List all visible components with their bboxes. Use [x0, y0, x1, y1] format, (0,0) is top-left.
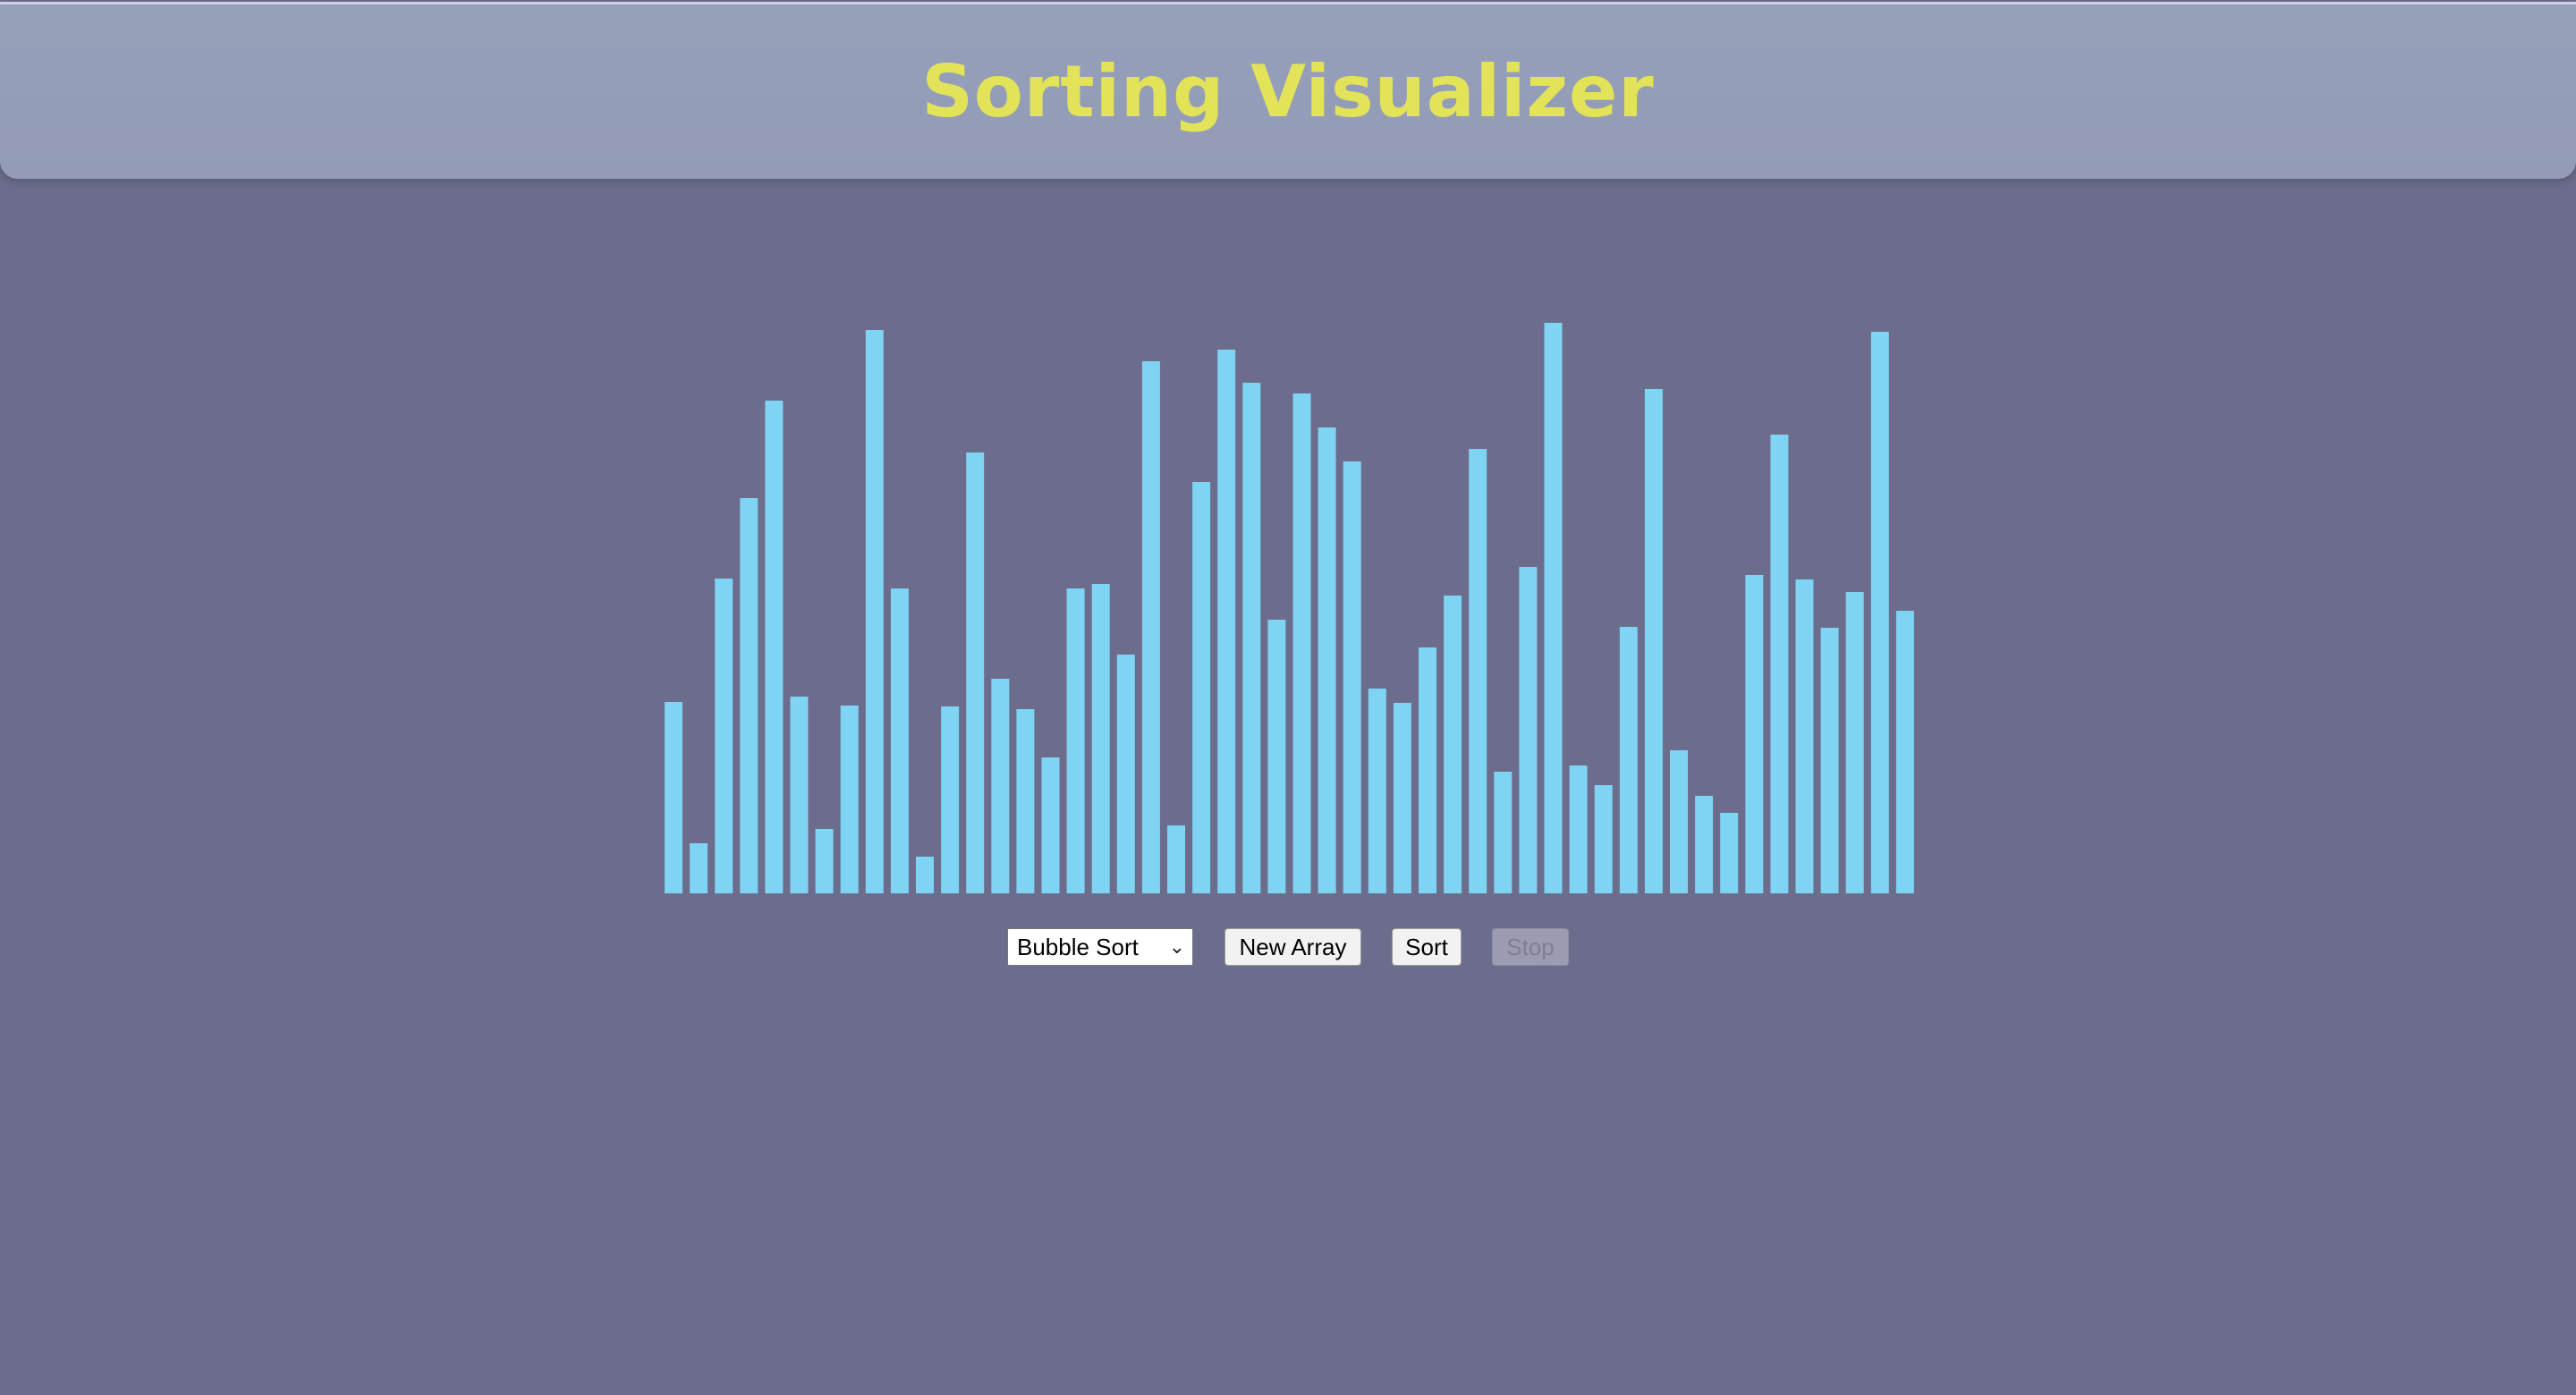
array-bar: [941, 706, 960, 893]
app-header: Sorting Visualizer: [0, 2, 2576, 179]
array-bar: [1720, 813, 1739, 893]
array-bar: [1368, 689, 1386, 893]
controls-bar: Bubble Sort ⌄ New Array Sort Stop: [0, 928, 2576, 969]
array-bar: [1695, 796, 1714, 893]
algorithm-select-value: Bubble Sort: [1017, 933, 1139, 960]
array-bar: [1192, 482, 1211, 893]
array-bar: [740, 498, 758, 893]
array-bar: [1016, 709, 1035, 893]
array-bar: [1619, 627, 1638, 893]
array-bar: [1242, 383, 1261, 893]
array-bar: [1795, 579, 1814, 893]
array-bar: [1594, 785, 1613, 893]
array-bar: [1745, 575, 1764, 893]
array-bar: [1544, 323, 1563, 893]
array-bar: [715, 579, 733, 893]
array-bar: [690, 843, 708, 893]
new-array-button[interactable]: New Array: [1224, 928, 1361, 966]
array-bar: [815, 829, 834, 893]
array-bar: [1870, 332, 1889, 893]
algorithm-select[interactable]: Bubble Sort ⌄: [1007, 928, 1193, 966]
array-bar: [916, 857, 934, 893]
array-bar: [840, 706, 859, 893]
array-bar: [1393, 703, 1411, 893]
array-bar: [1820, 628, 1839, 893]
array-bar: [1292, 393, 1311, 893]
page-title: Sorting Visualizer: [921, 50, 1655, 133]
array-bar: [1116, 655, 1135, 893]
array-bar: [1770, 435, 1789, 893]
stop-button[interactable]: Stop: [1492, 928, 1569, 966]
array-bar: [1569, 765, 1588, 893]
array-bar: [790, 697, 809, 893]
array-bar: [1895, 611, 1914, 893]
array-bar: [1444, 596, 1462, 893]
array-bar: [665, 702, 682, 893]
array-bar: [1041, 757, 1060, 893]
array-bar: [1167, 825, 1185, 893]
array-bar: [1845, 592, 1864, 893]
array-bar: [1494, 772, 1513, 893]
array-bar: [966, 452, 985, 893]
array-bar: [1644, 389, 1663, 893]
array-bar: [1519, 567, 1538, 893]
array-bar: [765, 401, 784, 893]
array-bar: [1267, 620, 1286, 893]
array-bar: [1066, 588, 1085, 893]
array-bar: [1141, 361, 1160, 893]
array-bar: [890, 588, 909, 893]
array-bar: [865, 330, 884, 893]
chevron-down-icon: ⌄: [1168, 935, 1185, 958]
array-bar: [1670, 750, 1688, 893]
array-bar: [1469, 449, 1487, 893]
array-bar: [1217, 350, 1236, 893]
array-bar: [1343, 461, 1361, 893]
sort-button[interactable]: Sort: [1392, 928, 1462, 966]
array-bar: [1091, 584, 1110, 893]
array-bar: [1419, 647, 1436, 893]
array-bar: [1318, 427, 1336, 893]
array-bar: [991, 679, 1010, 893]
